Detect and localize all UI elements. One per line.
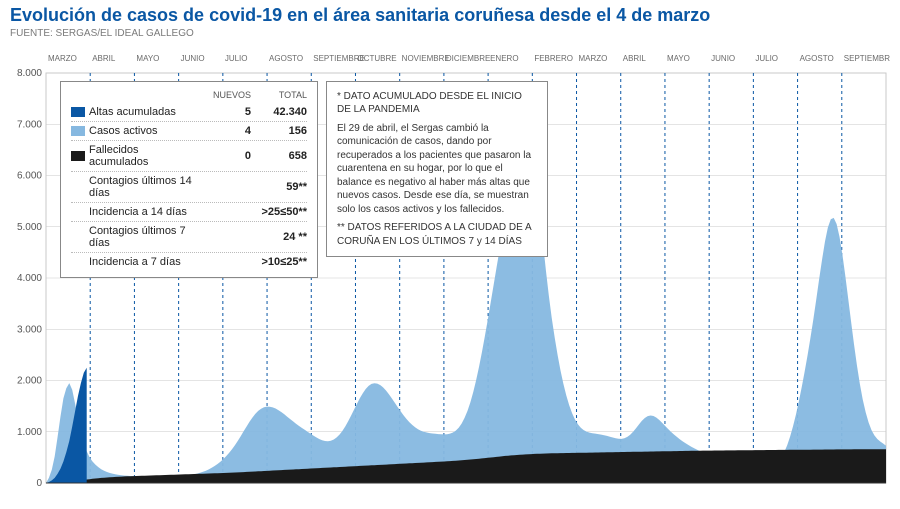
svg-text:SEPTIEMBRE: SEPTIEMBRE	[844, 54, 890, 63]
svg-text:MARZO: MARZO	[579, 54, 608, 63]
legend-box: NUEVOS TOTAL Altas acumuladas542.340Caso…	[60, 81, 318, 278]
svg-text:OCTUBRE: OCTUBRE	[357, 54, 396, 63]
note-line-1: * DATO ACUMULADO DESDE EL INICIO DE LA P…	[337, 90, 537, 117]
svg-text:2.000: 2.000	[17, 375, 42, 386]
svg-text:ABRIL: ABRIL	[92, 54, 116, 63]
legend-label: Incidencia a 14 días	[89, 206, 195, 218]
svg-text:MARZO: MARZO	[48, 54, 77, 63]
legend-swatch	[71, 257, 85, 267]
legend-row: Incidencia a 7 días >10≤25**	[71, 253, 307, 271]
legend-header: NUEVOS TOTAL	[71, 90, 307, 100]
note-line-2: El 29 de abril, el Sergas cambió la comu…	[337, 122, 537, 217]
svg-text:JUNIO: JUNIO	[711, 54, 735, 63]
chart-container: 0 1.000 2.000 3.000 4.000 5.000 6.000 7.000 8.00…	[10, 45, 890, 493]
svg-text:AGOSTO: AGOSTO	[269, 54, 303, 63]
legend-swatch	[71, 107, 85, 117]
note-line-3: ** DATOS REFERIDOS A LA CIUDAD DE A CORU…	[337, 221, 537, 248]
svg-text:ABRIL: ABRIL	[623, 54, 647, 63]
svg-text:DICIEMBRE: DICIEMBRE	[446, 54, 490, 63]
legend-row: Casos activos4156	[71, 122, 307, 141]
legend-swatch	[71, 182, 85, 192]
legend-label: Contagios últimos 7 días	[89, 225, 195, 249]
svg-text:AGOSTO: AGOSTO	[800, 54, 834, 63]
legend-value-total: >10≤25**	[251, 256, 307, 268]
svg-text:JULIO: JULIO	[755, 54, 778, 63]
legend-value-total: 59**	[251, 181, 307, 193]
legend-label: Fallecidos acumulados	[89, 144, 195, 168]
svg-text:3.000: 3.000	[17, 324, 42, 335]
legend-row: Altas acumuladas542.340	[71, 103, 307, 122]
svg-text:6.000: 6.000	[17, 170, 42, 181]
chart-title: Evolución de casos de covid-19 en el áre…	[0, 0, 900, 26]
legend-swatch	[71, 232, 85, 242]
chart-source: FUENTE: SERGAS/EL IDEAL GALLEGO	[0, 26, 900, 45]
legend-swatch	[71, 151, 85, 161]
svg-text:5.000: 5.000	[17, 222, 42, 233]
legend-value-nuevos: 0	[195, 150, 251, 162]
svg-text:8.000: 8.000	[17, 68, 42, 79]
legend-row: Fallecidos acumulados0658	[71, 141, 307, 172]
legend-header-nuevos: NUEVOS	[195, 90, 251, 100]
legend-swatch	[71, 126, 85, 136]
legend-row: Incidencia a 14 días >25≤50**	[71, 203, 307, 222]
legend-swatch	[71, 207, 85, 217]
svg-text:MAYO: MAYO	[667, 54, 690, 63]
svg-text:JUNIO: JUNIO	[181, 54, 205, 63]
legend-value-total: 658	[251, 150, 307, 162]
legend-label: Casos activos	[89, 125, 195, 137]
legend-label: Contagios últimos 14 días	[89, 175, 195, 199]
legend-label: Altas acumuladas	[89, 106, 195, 118]
svg-text:NOVIEMBRE: NOVIEMBRE	[402, 54, 450, 63]
legend-value-nuevos: 5	[195, 106, 251, 118]
legend-value-total: >25≤50**	[251, 206, 307, 218]
svg-text:FEBRERO: FEBRERO	[534, 54, 573, 63]
svg-text:MAYO: MAYO	[136, 54, 159, 63]
legend-value-total: 42.340	[251, 106, 307, 118]
svg-text:4.000: 4.000	[17, 273, 42, 284]
legend-value-nuevos: 4	[195, 125, 251, 137]
legend-value-total: 24 **	[251, 231, 307, 243]
note-box: * DATO ACUMULADO DESDE EL INICIO DE LA P…	[326, 81, 548, 258]
legend-header-total: TOTAL	[251, 90, 307, 100]
svg-text:0: 0	[36, 478, 42, 489]
legend-label: Incidencia a 7 días	[89, 256, 195, 268]
svg-text:1.000: 1.000	[17, 427, 42, 438]
legend-row: Contagios últimos 7 días 24 **	[71, 222, 307, 253]
svg-text:7.000: 7.000	[17, 119, 42, 130]
svg-text:JULIO: JULIO	[225, 54, 248, 63]
svg-text:ENERO: ENERO	[490, 54, 518, 63]
legend-value-total: 156	[251, 125, 307, 137]
legend-row: Contagios últimos 14 días 59**	[71, 172, 307, 203]
